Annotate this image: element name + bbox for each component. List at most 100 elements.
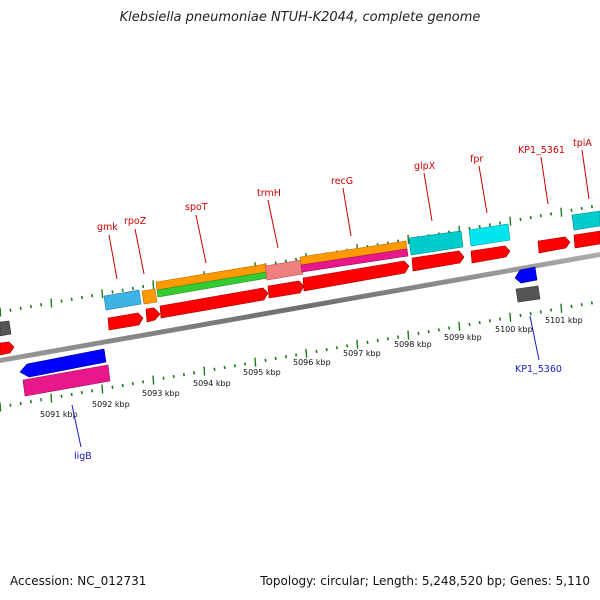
leader-spoT bbox=[195, 214, 207, 264]
minor-tick bbox=[417, 331, 420, 336]
major-tick bbox=[407, 234, 410, 244]
leader-ligB bbox=[71, 404, 82, 448]
major-tick bbox=[0, 402, 2, 412]
minor-tick bbox=[80, 295, 83, 300]
coord-label-5092: 5092 kbp bbox=[92, 400, 130, 409]
feature-left-edge-gray[interactable] bbox=[0, 320, 12, 337]
feature-glpX-gene[interactable] bbox=[408, 230, 464, 256]
minor-tick bbox=[315, 349, 318, 354]
genes-label: Genes: bbox=[509, 574, 552, 588]
minor-tick bbox=[468, 322, 471, 327]
leader-trmH bbox=[267, 199, 279, 249]
cds-trmH[interactable] bbox=[267, 280, 305, 299]
cds-recG[interactable] bbox=[302, 260, 410, 292]
lower-tick-ruler bbox=[0, 301, 593, 412]
minor-tick bbox=[427, 329, 430, 334]
minor-tick bbox=[284, 355, 287, 359]
cds-left-edge[interactable] bbox=[0, 341, 15, 356]
gene-label-KP1_5361[interactable]: KP1_5361 bbox=[518, 145, 565, 156]
leader-glpX bbox=[423, 172, 433, 222]
genome-summary: Topology: circular; Length: 5,248,520 bp… bbox=[260, 574, 590, 588]
minor-tick bbox=[111, 385, 114, 389]
minor-tick bbox=[488, 319, 491, 323]
coord-label-5091: 5091 kbp bbox=[40, 410, 78, 419]
gene-label-rpoZ[interactable]: rpoZ bbox=[124, 216, 147, 227]
cds-ligB[interactable] bbox=[19, 348, 107, 378]
minor-tick bbox=[468, 226, 471, 231]
minor-tick bbox=[142, 284, 145, 289]
accession-info: Accession: NC_012731 bbox=[10, 574, 146, 588]
minor-tick bbox=[478, 225, 481, 229]
cds-KP1_5360[interactable] bbox=[514, 266, 538, 284]
minor-tick bbox=[437, 328, 440, 332]
feature-tpiA-gene[interactable] bbox=[571, 210, 600, 231]
feature-rpoZ-gene[interactable] bbox=[141, 288, 158, 305]
coord-label-5097: 5097 kbp bbox=[343, 349, 381, 358]
feature-ligB-gene[interactable] bbox=[22, 364, 111, 397]
minor-tick bbox=[570, 208, 573, 212]
minor-tick bbox=[580, 206, 583, 211]
minor-tick bbox=[40, 303, 43, 307]
minor-tick bbox=[80, 390, 83, 395]
cds-spoT[interactable] bbox=[159, 287, 269, 319]
cds-glpX[interactable] bbox=[411, 250, 465, 272]
accession-value: NC_012731 bbox=[77, 574, 147, 588]
minor-tick bbox=[162, 376, 165, 380]
cds-rpoZ[interactable] bbox=[145, 307, 161, 323]
minor-tick bbox=[182, 373, 185, 377]
gene-label-ligB[interactable]: ligB bbox=[74, 451, 92, 462]
minor-tick bbox=[223, 365, 226, 370]
minor-tick bbox=[550, 212, 553, 216]
minor-tick bbox=[529, 311, 532, 316]
gene-label-recG[interactable]: recG bbox=[331, 176, 353, 187]
feature-trmH-gene[interactable] bbox=[264, 259, 304, 281]
major-tick bbox=[50, 298, 53, 308]
leader-fpr bbox=[478, 165, 488, 214]
cds-tpiA[interactable] bbox=[573, 230, 600, 249]
major-tick bbox=[50, 393, 53, 403]
topology-label: Topology: bbox=[260, 574, 317, 588]
leader-recG bbox=[342, 187, 352, 237]
minor-tick bbox=[550, 308, 553, 312]
leader-KP1_5360 bbox=[529, 315, 540, 361]
minor-tick bbox=[9, 308, 12, 312]
minor-tick bbox=[335, 346, 338, 350]
major-tick bbox=[356, 339, 359, 349]
minor-tick bbox=[172, 374, 175, 379]
gene-label-trmH[interactable]: trmH bbox=[257, 188, 281, 199]
feature-gmk-gene[interactable] bbox=[103, 289, 142, 311]
gene-label-KP1_5360[interactable]: KP1_5360 bbox=[515, 364, 562, 375]
minor-tick bbox=[70, 297, 73, 301]
minor-tick bbox=[346, 344, 349, 348]
minor-tick bbox=[539, 214, 542, 218]
minor-tick bbox=[519, 217, 522, 222]
minor-tick bbox=[142, 380, 145, 384]
feature-fpr-gene[interactable] bbox=[468, 223, 511, 247]
major-tick bbox=[152, 280, 155, 290]
feature-KP1_5360-gene[interactable] bbox=[515, 285, 541, 303]
major-tick bbox=[407, 330, 410, 340]
cds-KP1_5361[interactable] bbox=[537, 236, 571, 254]
minor-tick bbox=[19, 306, 22, 311]
minor-tick bbox=[478, 320, 481, 325]
cds-fpr[interactable] bbox=[470, 245, 511, 264]
cds-gmk[interactable] bbox=[107, 312, 144, 331]
gene-label-glpX[interactable]: glpX bbox=[414, 161, 436, 172]
minor-tick bbox=[9, 403, 12, 407]
genes-value: 5,110 bbox=[555, 574, 590, 588]
gene-label-tpiA[interactable]: tpiA bbox=[573, 138, 592, 149]
minor-tick bbox=[529, 215, 532, 220]
gene-label-spoT[interactable]: spoT bbox=[185, 202, 208, 213]
major-tick bbox=[509, 312, 512, 322]
minor-tick bbox=[131, 382, 134, 386]
minor-tick bbox=[264, 358, 267, 362]
feature-recG-lower[interactable] bbox=[300, 248, 409, 273]
minor-tick bbox=[386, 337, 389, 341]
minor-tick bbox=[590, 301, 593, 305]
forward-cds-track bbox=[0, 230, 600, 356]
gene-label-fpr[interactable]: fpr bbox=[470, 154, 483, 165]
coord-label-5096: 5096 kbp bbox=[293, 358, 331, 367]
gene-label-gmk[interactable]: gmk bbox=[97, 222, 118, 233]
